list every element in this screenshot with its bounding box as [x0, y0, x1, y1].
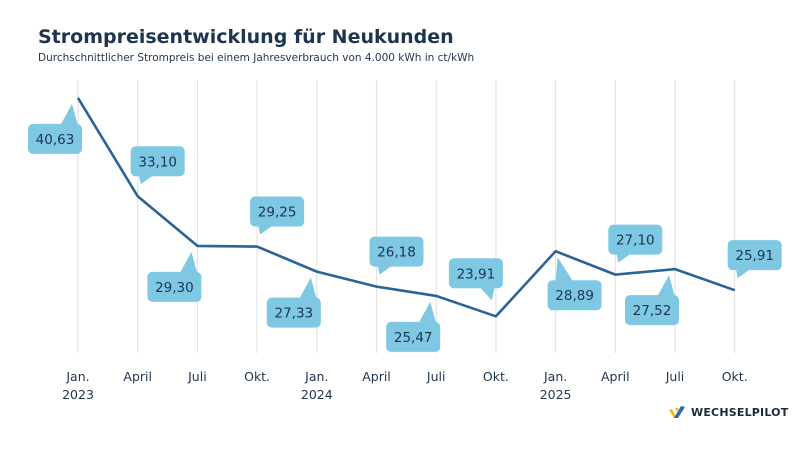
callout-tail	[298, 277, 317, 300]
x-tick-label: Juli	[665, 369, 685, 384]
data-label: 27,33	[274, 306, 313, 322]
logo-mark-icon	[669, 406, 685, 418]
series-line	[76, 97, 736, 318]
chart-subtitle: Durchschnittlicher Strompreis bei einem …	[38, 52, 475, 64]
callout-box	[147, 271, 202, 302]
callout-box	[448, 258, 503, 289]
callout-tail	[735, 268, 752, 279]
callout-box	[28, 123, 82, 154]
callout-tail	[616, 252, 633, 263]
callout-tail	[377, 264, 394, 275]
callout-box	[266, 297, 321, 328]
callout-tail	[657, 275, 675, 298]
callout-tail	[138, 174, 155, 185]
x-tick-label: Jan.	[543, 369, 567, 384]
x-tick-label: April	[601, 369, 630, 384]
data-label: 33,10	[138, 154, 177, 170]
x-tick-label: Okt.	[244, 369, 270, 384]
data-label: 27,52	[633, 303, 672, 319]
x-tick-label: Juli	[187, 369, 207, 384]
data-label: 28,89	[555, 288, 594, 304]
data-label: 25,91	[735, 248, 774, 264]
x-tick-label: April	[362, 369, 391, 384]
data-label: 25,47	[394, 330, 433, 346]
x-tick-label: Jan.	[65, 369, 89, 384]
x-tick-label: 2023	[62, 387, 94, 402]
callout-box	[727, 240, 782, 271]
x-tick-label: 2024	[301, 387, 333, 402]
callout-box	[608, 224, 663, 255]
x-tick-label: Okt.	[722, 369, 748, 384]
data-label: 29,30	[155, 280, 194, 296]
x-tick-label: Juli	[426, 369, 446, 384]
callout-box	[625, 295, 679, 326]
data-label: 40,63	[36, 132, 75, 148]
chart-title: Strompreisentwicklung für Neukunden	[38, 26, 454, 48]
callout-tail	[555, 257, 574, 283]
callout-tail	[258, 224, 275, 235]
data-label: 26,18	[377, 245, 416, 261]
brand-logo: WECHSELPILOT	[668, 404, 788, 420]
callout-tail	[179, 251, 198, 274]
x-tick-label: Okt.	[483, 369, 509, 384]
callout-tail	[478, 286, 495, 301]
x-tick-label: 2025	[540, 387, 572, 402]
data-label: 23,91	[457, 266, 496, 282]
x-tick-label: Jan.	[304, 369, 328, 384]
callout-tail	[60, 103, 78, 126]
callout-box	[369, 236, 424, 267]
x-tick-label: April	[123, 369, 152, 384]
callout-tail	[418, 301, 437, 324]
brand-name: WECHSELPILOT	[691, 405, 789, 419]
callout-box	[250, 196, 305, 227]
data-label: 29,25	[258, 205, 297, 221]
callout-box	[547, 280, 602, 311]
callout-box	[386, 321, 441, 352]
callout-box	[130, 146, 185, 177]
data-label: 27,10	[616, 233, 655, 249]
